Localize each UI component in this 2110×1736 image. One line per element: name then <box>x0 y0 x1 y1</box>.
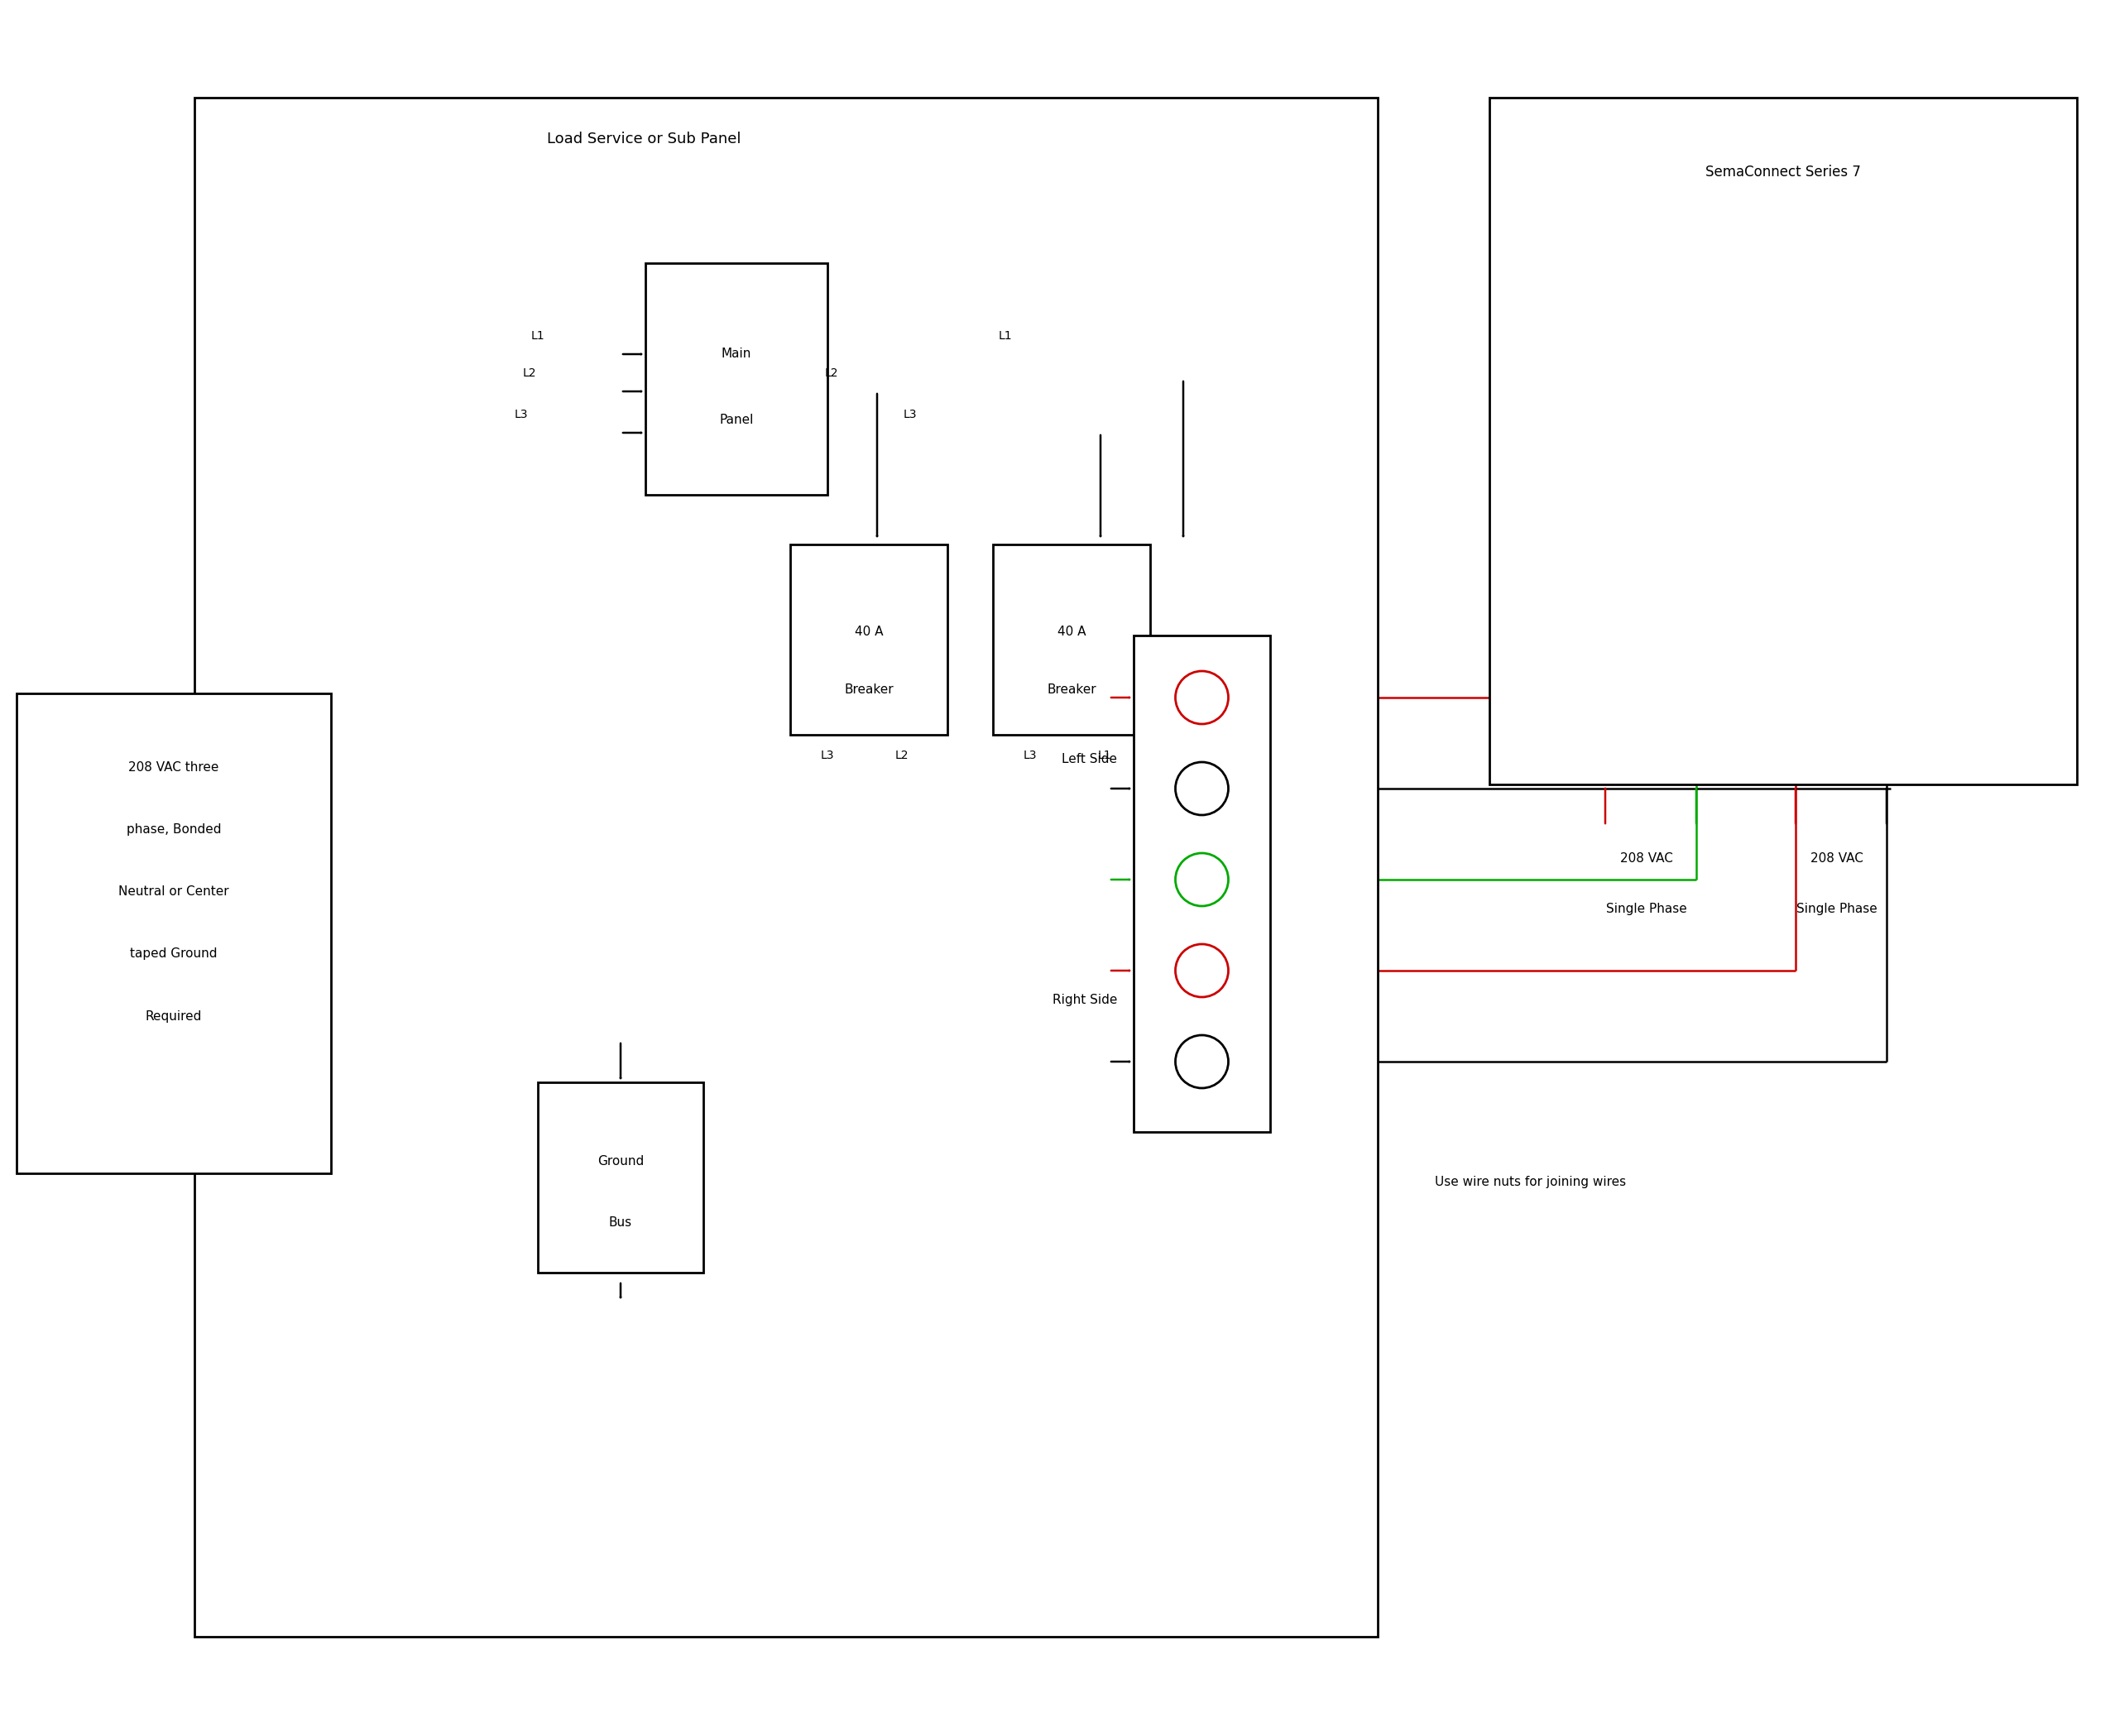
Bar <box>994 545 1150 734</box>
Text: 40 A: 40 A <box>855 625 884 637</box>
Bar <box>17 693 331 1174</box>
Text: L1: L1 <box>532 330 544 342</box>
Text: Ground: Ground <box>597 1154 644 1167</box>
Bar <box>538 1082 703 1272</box>
Text: Panel: Panel <box>720 415 753 427</box>
Circle shape <box>1175 1035 1228 1088</box>
Text: Load Service or Sub Panel: Load Service or Sub Panel <box>546 132 741 146</box>
Text: taped Ground: taped Ground <box>131 948 217 960</box>
Text: Left Side: Left Side <box>1061 753 1116 766</box>
Circle shape <box>1175 762 1228 814</box>
Text: Breaker: Breaker <box>1047 682 1097 696</box>
Circle shape <box>1175 944 1228 996</box>
Text: L3: L3 <box>1023 750 1036 762</box>
Text: L1: L1 <box>1097 750 1112 762</box>
Text: SemaConnect Series 7: SemaConnect Series 7 <box>1705 165 1861 179</box>
Text: L3: L3 <box>903 408 918 420</box>
Text: 208 VAC: 208 VAC <box>1810 852 1863 865</box>
Bar <box>646 264 827 495</box>
Text: L2: L2 <box>825 368 838 378</box>
Bar <box>1490 97 2076 785</box>
Bar <box>194 97 1378 1637</box>
Text: phase, Bonded: phase, Bonded <box>127 823 222 837</box>
Text: Use wire nuts for joining wires: Use wire nuts for joining wires <box>1435 1175 1627 1187</box>
Text: Right Side: Right Side <box>1053 993 1116 1005</box>
Text: L2: L2 <box>895 750 909 762</box>
Text: L2: L2 <box>523 368 536 378</box>
Bar <box>1133 635 1270 1132</box>
Text: Neutral or Center: Neutral or Center <box>118 885 230 898</box>
Text: Single Phase: Single Phase <box>1796 903 1878 915</box>
Text: 40 A: 40 A <box>1057 625 1087 637</box>
Text: Bus: Bus <box>610 1217 633 1229</box>
Bar <box>791 545 947 734</box>
Text: 208 VAC three: 208 VAC three <box>129 762 219 774</box>
Text: Main: Main <box>722 347 751 361</box>
Text: Single Phase: Single Phase <box>1606 903 1688 915</box>
Text: Breaker: Breaker <box>844 682 893 696</box>
Text: L1: L1 <box>998 330 1013 342</box>
Text: 208 VAC: 208 VAC <box>1620 852 1673 865</box>
Circle shape <box>1175 852 1228 906</box>
Circle shape <box>1175 672 1228 724</box>
Text: L3: L3 <box>515 408 528 420</box>
Text: L3: L3 <box>821 750 833 762</box>
Text: Required: Required <box>146 1010 203 1023</box>
